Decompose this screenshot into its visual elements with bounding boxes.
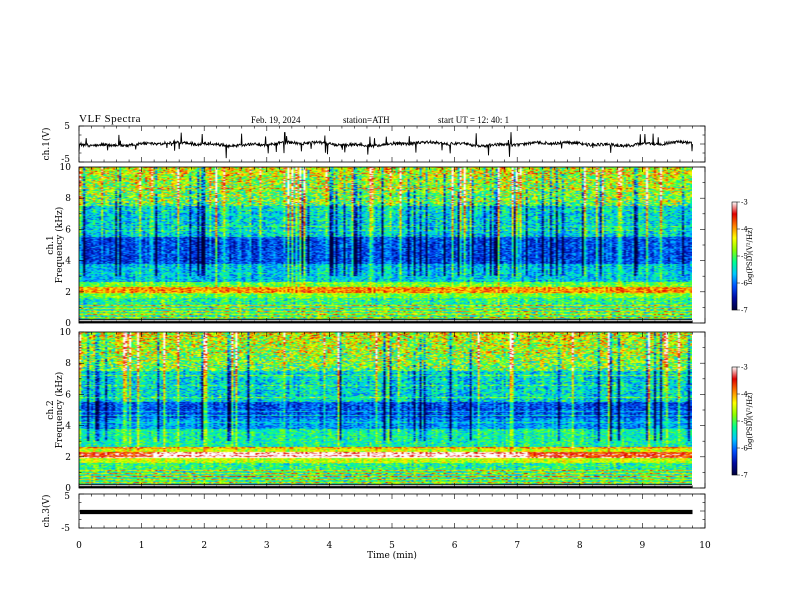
- colorbar-tick-label: -6: [741, 280, 748, 288]
- time-tick-label: 5: [389, 541, 395, 551]
- colorbar-tick-label: -7: [741, 307, 748, 315]
- ch1-colorbar: [731, 201, 738, 311]
- station-label: station=ATH: [343, 115, 390, 125]
- ch2-colorbar-ticks: -3 -4 -5 -6 -7: [737, 364, 748, 480]
- frequency-tick-label: 2: [65, 288, 71, 298]
- colorbar-tick-label: -4: [741, 391, 748, 399]
- ch2-spectrogram-image: [79, 332, 692, 488]
- ch1-colorbar-label: log(PSD)(V²/Hz): [746, 227, 754, 284]
- time-tick-label: 4: [327, 541, 333, 551]
- frequency-tick-label: 10: [60, 328, 72, 338]
- ch1-colorbar-ticks: -3 -4 -5 -6 -7: [737, 199, 748, 315]
- ch2-colorbar-label: log(PSD)(V²/Hz): [746, 392, 754, 449]
- date-label: Feb. 19, 2024: [251, 115, 301, 125]
- colorbar-tick-label: -4: [741, 226, 748, 234]
- colorbar-tick-label: -7: [741, 472, 748, 480]
- time-tick-label: 10: [699, 541, 711, 551]
- ch2-spectrogram-ylabel-channel: ch.2: [46, 400, 56, 419]
- ch2-spectrogram-ylabel-frequency: Frequency (kHz): [54, 372, 65, 449]
- colorbar-tick-label: -3: [741, 364, 748, 372]
- ch3-waveform-ylabel: ch.3(V): [41, 495, 52, 528]
- ch2-spectrogram-ticks: 10 8 6 4 2 0: [60, 328, 706, 494]
- time-tick-label: 0: [76, 541, 82, 551]
- ch3-ytick-top: 5: [64, 492, 70, 502]
- colorbar-tick-label: -3: [741, 199, 748, 207]
- ch3-waveform-panel: ch.3(V) 5 -5 0 1 2 3 4 5 6 7 8 9 10 Time (min): [41, 492, 711, 561]
- time-tick-label: 2: [201, 541, 207, 551]
- figure-title: VLF Spectra: [79, 113, 142, 125]
- ch2-colorbar: [731, 366, 738, 476]
- ch1-ytick-top: 5: [64, 122, 70, 132]
- time-tick-label: 1: [139, 541, 145, 551]
- ch1-ytick-bottom: -5: [61, 155, 70, 165]
- colorbar-tick-label: -5: [741, 418, 748, 426]
- time-tick-label: 6: [452, 541, 458, 551]
- frequency-tick-label: 4: [65, 422, 71, 432]
- time-tick-label: 9: [640, 541, 646, 551]
- start-time-label: start UT = 12: 40: 1: [438, 115, 510, 125]
- frequency-tick-label: 6: [65, 225, 71, 235]
- colorbar-tick-label: -6: [741, 445, 748, 453]
- time-axis-label: Time (min): [367, 550, 417, 561]
- ch3-ytick-bottom: -5: [61, 524, 70, 534]
- time-axis-tick-labels: 0 1 2 3 4 5 6 7 8 9 10: [76, 541, 711, 551]
- colorbar-tick-label: -5: [741, 253, 748, 261]
- ch1-waveform-ticks: [78, 125, 706, 163]
- frequency-tick-label: 0: [65, 319, 71, 329]
- frequency-tick-label: 8: [65, 359, 71, 369]
- time-tick-label: 3: [264, 541, 270, 551]
- ch1-spectrogram-ylabel-frequency: Frequency (kHz): [54, 207, 65, 284]
- frequency-tick-label: 2: [65, 453, 71, 463]
- ch1-spectrogram-ticks: 10 8 6 4 2 0: [60, 163, 706, 329]
- ch1-waveform-line: [78, 132, 693, 159]
- frequency-tick-label: 6: [65, 390, 71, 400]
- ch3-waveform-ticks: [78, 493, 706, 529]
- time-tick-label: 7: [514, 541, 520, 551]
- frequency-tick-label: 8: [65, 194, 71, 204]
- ch1-waveform-panel: ch.1(V) 5 -5: [41, 122, 706, 165]
- time-tick-label: 8: [577, 541, 583, 551]
- frequency-tick-label: 4: [65, 257, 71, 267]
- frequency-tick-label: 10: [60, 163, 72, 173]
- ch1-waveform-ylabel: ch.1(V): [41, 128, 52, 161]
- ch1-spectrogram-image: [79, 167, 692, 323]
- frequency-tick-label: 0: [65, 484, 71, 494]
- ch1-spectrogram-ylabel-channel: ch.1: [46, 235, 56, 254]
